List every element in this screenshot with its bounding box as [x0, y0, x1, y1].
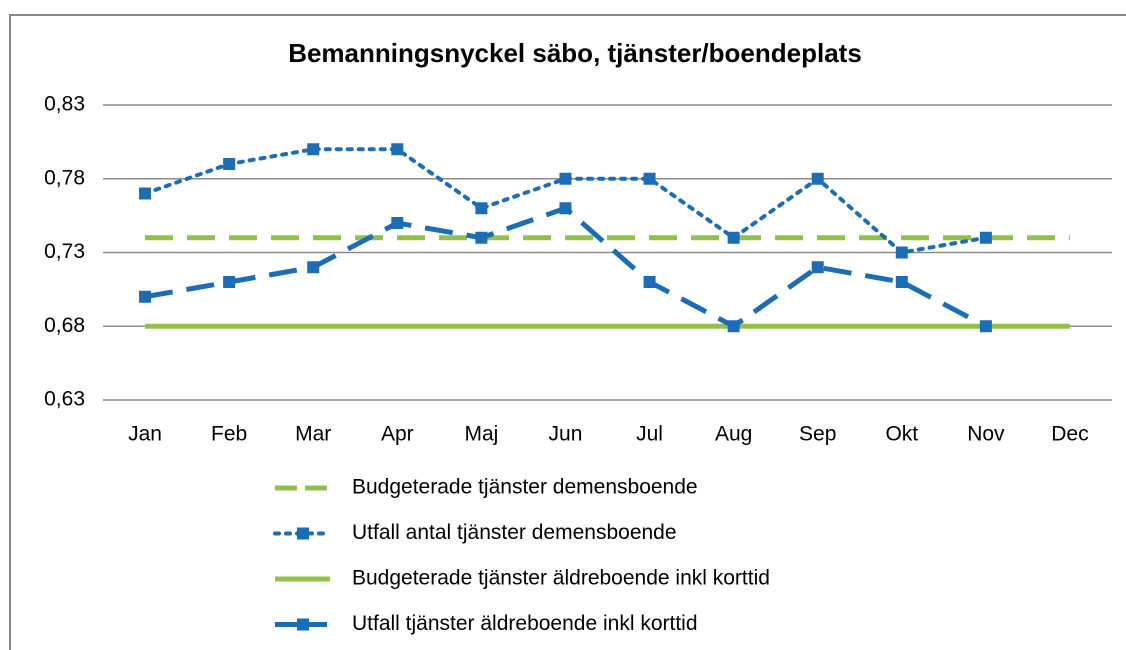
- legend-label: Budgeterade tjänster äldreboende inkl ko…: [352, 567, 770, 590]
- marker: [139, 187, 152, 200]
- marker: [475, 202, 488, 215]
- legend-marker: [297, 618, 309, 631]
- marker: [307, 143, 320, 156]
- legend-label: Utfall antal tjänster demensboende: [352, 521, 677, 544]
- legend-marker: [297, 527, 309, 540]
- marker: [559, 172, 572, 185]
- chart-title: Bemanningsnyckel säbo, tjänster/boendepl…: [288, 38, 862, 68]
- x-tick-label: Maj: [464, 423, 498, 446]
- marker: [979, 231, 992, 244]
- x-tick-label: Okt: [885, 423, 918, 446]
- marker: [307, 261, 320, 274]
- marker: [979, 320, 992, 333]
- x-tick-label: Sep: [799, 423, 836, 446]
- marker: [139, 290, 152, 303]
- marker: [811, 261, 824, 274]
- marker: [475, 231, 488, 244]
- marker: [727, 320, 740, 333]
- marker: [643, 276, 656, 288]
- x-tick-label: Aug: [715, 423, 752, 446]
- frame: [9, 14, 1126, 650]
- marker: [811, 172, 824, 185]
- legend-label: Budgeterade tjänster demensboende: [352, 476, 698, 499]
- x-tick-label: Nov: [967, 423, 1005, 446]
- y-tick-label: 0,78: [44, 166, 85, 189]
- x-tick-label: Apr: [381, 423, 414, 446]
- x-tick-label: Feb: [211, 423, 247, 446]
- marker: [223, 276, 236, 288]
- marker: [895, 276, 908, 288]
- marker: [559, 202, 572, 215]
- y-tick-label: 0,68: [44, 314, 85, 337]
- x-tick-label: Jul: [636, 423, 663, 446]
- marker: [643, 172, 656, 185]
- marker: [223, 158, 236, 170]
- marker: [727, 231, 740, 244]
- marker: [391, 143, 404, 156]
- x-tick-label: Mar: [295, 423, 331, 446]
- x-tick-label: Jun: [549, 423, 583, 446]
- y-tick-label: 0,73: [44, 240, 85, 263]
- x-tick-label: Dec: [1051, 423, 1088, 446]
- y-tick-label: 0,83: [44, 93, 85, 116]
- marker: [895, 246, 908, 259]
- legend-label: Utfall tjänster äldreboende inkl korttid: [352, 612, 698, 635]
- x-tick-label: Jan: [128, 423, 162, 446]
- marker: [391, 217, 404, 229]
- y-tick-label: 0,63: [44, 388, 85, 411]
- series-line: [144, 205, 988, 330]
